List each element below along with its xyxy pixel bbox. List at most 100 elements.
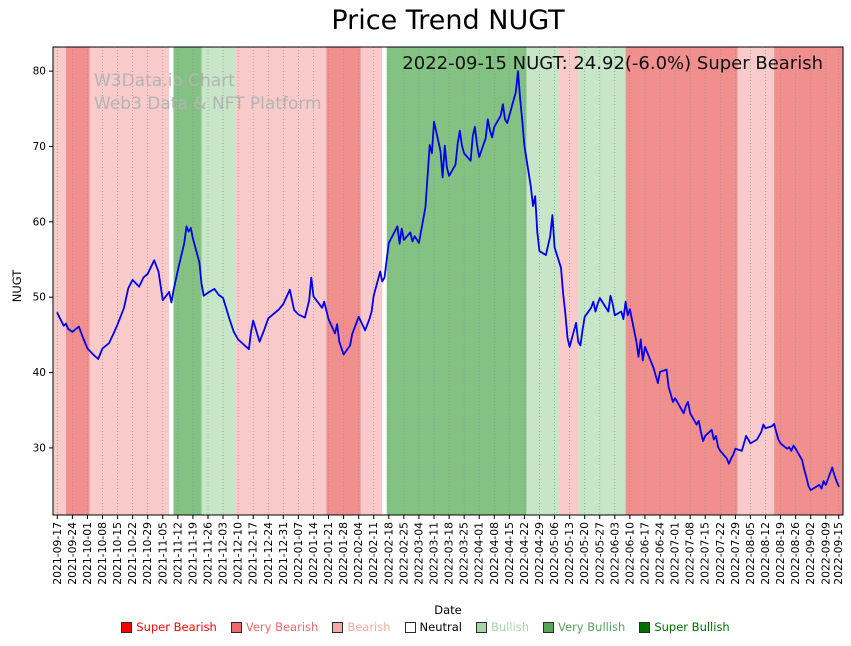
sentiment-band-bullish [578, 47, 626, 515]
sentiment-band-neutral [382, 47, 387, 515]
sentiment-band-bearish [53, 47, 66, 515]
sentiment-bands [53, 47, 843, 515]
x-tick-label: 2022-03-18 [443, 522, 456, 585]
x-tick-label: 2021-10-08 [96, 522, 109, 585]
x-tick-label: 2022-05-27 [593, 522, 606, 585]
x-tick-label: 2021-11-26 [202, 522, 215, 585]
x-tick-label: 2022-04-01 [473, 522, 486, 585]
legend-item-very-bearish: Very Bearish [230, 620, 319, 634]
y-tick-label: 30 [33, 442, 46, 454]
x-tick-label: 2022-03-11 [428, 522, 441, 585]
x-tick-label: 2022-01-21 [322, 522, 335, 585]
x-tick-label: 2022-07-15 [699, 522, 712, 585]
sentiment-band-bearish [360, 47, 383, 515]
x-axis-ticks: 2021-09-17 2021-09-24 2021-10-01 2021-10-08… [51, 515, 845, 585]
x-tick-label: 2021-11-05 [156, 522, 169, 585]
legend-item-neutral: Neutral [404, 620, 462, 634]
plot-border [52, 46, 844, 516]
x-tick-label: 2022-04-22 [518, 522, 531, 585]
x-tick-label: 2022-02-18 [382, 522, 395, 585]
x-tick-label: 2021-12-31 [277, 522, 290, 585]
x-tick-label: 2022-06-24 [654, 522, 667, 585]
x-tick-label: 2022-05-20 [578, 522, 591, 585]
legend-swatch-icon [121, 621, 133, 633]
legend-label: Bullish [490, 620, 530, 634]
x-tick-label: 2022-05-13 [563, 522, 576, 585]
x-tick-label: 2022-02-11 [367, 522, 380, 585]
watermark-line2: Web3 Data & NFT Platform [94, 93, 322, 114]
watermark: W3Data.io Chart Web3 Data & NFT Platform [94, 70, 322, 116]
legend-item-bearish: Bearish [332, 620, 391, 634]
x-tick-label: 2022-05-06 [548, 522, 561, 585]
legend-label: Super Bearish [136, 620, 217, 634]
sentiment-band-very_bearish [625, 47, 738, 515]
x-tick-label: 2021-12-10 [232, 522, 245, 585]
x-tick-label: 2022-08-12 [759, 522, 772, 585]
x-tick-label: 2021-09-17 [51, 522, 64, 585]
x-tick-label: 2022-02-25 [397, 522, 410, 585]
x-tick-label: 2022-08-05 [744, 522, 757, 585]
legend-item-very-bullish: Very Bullish [543, 620, 625, 634]
x-tick-label: 2021-10-29 [141, 522, 154, 585]
legend-item-bullish: Bullish [475, 620, 530, 634]
price-line [56, 70, 840, 492]
y-axis-label: NUGT [10, 269, 24, 303]
watermark-line1: W3Data.io Chart [94, 71, 235, 91]
sentiment-band-bearish [558, 47, 579, 515]
x-tick-label: 2022-08-26 [789, 522, 802, 585]
legend-item-super-bullish: Super Bullish [639, 620, 730, 634]
x-tick-label: 2022-04-29 [533, 522, 546, 585]
y-tick-label: 50 [33, 292, 46, 304]
x-tick-label: 2022-09-15 [832, 522, 845, 585]
x-tick-label: 2022-02-04 [352, 522, 365, 585]
x-tick-label: 2022-06-10 [623, 522, 636, 585]
legend-item-super-bearish: Super Bearish [121, 620, 217, 634]
y-tick-label: 70 [33, 141, 46, 153]
legend-swatch-icon [404, 621, 416, 633]
y-tick-label: 80 [33, 66, 46, 78]
x-tick-label: 2022-04-08 [488, 522, 501, 585]
x-tick-label: 2022-07-22 [714, 522, 727, 585]
x-tick-label: 2021-12-24 [262, 522, 275, 585]
y-axis-ticks: 30 40 50 60 70 80 [33, 66, 53, 454]
legend-label: Super Bullish [654, 620, 730, 634]
sentiment-band-bearish [737, 47, 775, 515]
x-tick-label: 2021-12-17 [247, 522, 260, 585]
legend-label: Very Bearish [245, 620, 319, 634]
sentiment-band-bullish [526, 47, 559, 515]
x-tick-label: 2022-07-08 [684, 522, 697, 585]
sentiment-band-neutral [169, 47, 174, 515]
sentiment-band-very_bullish [386, 47, 527, 515]
y-tick-label: 40 [33, 367, 46, 379]
x-tick-label: 2022-03-25 [458, 522, 471, 585]
x-tick-label: 2022-01-07 [292, 522, 305, 585]
x-tick-label: 2021-12-03 [217, 522, 230, 585]
sentiment-band-very_bearish [774, 47, 843, 515]
legend-label: Very Bullish [558, 620, 626, 634]
sentiment-band-bearish [89, 47, 170, 515]
x-tick-label: 2022-01-14 [307, 522, 320, 585]
x-tick-label: 2021-10-15 [111, 522, 124, 585]
x-tick-label: 2021-11-12 [171, 522, 184, 585]
y-tick-label: 60 [33, 216, 46, 228]
x-tick-label: 2022-04-15 [503, 522, 516, 585]
x-tick-label: 2022-09-09 [819, 522, 832, 585]
x-tick-label: 2022-06-17 [639, 522, 652, 585]
legend-swatch-icon [639, 621, 651, 633]
x-tick-label: 2022-07-01 [669, 522, 682, 585]
x-tick-label: 2022-06-03 [608, 522, 621, 585]
sentiment-band-bearish [236, 47, 327, 515]
legend-swatch-icon [230, 621, 242, 633]
latest-price-annotation: 2022-09-15 NUGT: 24.92(-6.0%) Super Bear… [402, 53, 823, 74]
x-tick-label: 2022-07-29 [729, 522, 742, 585]
x-axis-label: Date [434, 603, 462, 617]
legend-label: Neutral [419, 620, 462, 634]
legend-label: Bearish [347, 620, 391, 634]
x-tick-label: 2022-08-19 [774, 522, 787, 585]
legend-swatch-icon [543, 621, 555, 633]
x-tick-label: 2021-10-22 [126, 522, 139, 585]
sentiment-band-bullish [201, 47, 236, 515]
x-tick-label: 2022-09-02 [804, 522, 817, 585]
